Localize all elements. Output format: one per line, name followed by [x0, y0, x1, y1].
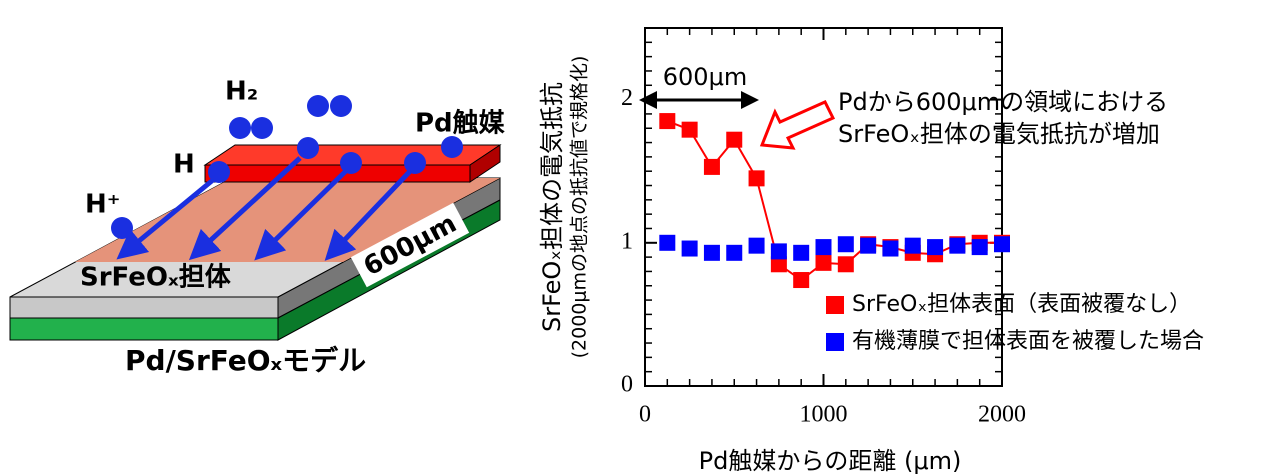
data-point	[659, 234, 676, 251]
data-point	[703, 158, 720, 175]
h2-label: H₂	[225, 77, 258, 107]
data-point	[726, 244, 743, 261]
hydrogen-atoms	[111, 95, 463, 239]
pd-side	[469, 144, 501, 183]
data-point	[770, 243, 787, 260]
pink-region	[75, 178, 500, 262]
y-tick-label: 2	[621, 85, 633, 111]
slab-front-green	[9, 317, 279, 341]
model-label: Pd/SrFeOₓモデル	[125, 344, 366, 377]
data-point	[837, 256, 854, 273]
atom	[208, 161, 230, 183]
data-point	[726, 131, 743, 148]
data-point	[748, 237, 765, 254]
atom	[251, 117, 273, 139]
annotation: SrFeOₓ担体の電気抵抗が増加	[838, 120, 1160, 148]
slab-front-gray	[9, 296, 279, 319]
data-point	[793, 272, 810, 289]
atom	[111, 217, 133, 239]
legend-label: 有機薄膜で担体表面を被覆した場合	[852, 329, 1204, 354]
h-label: H	[173, 150, 195, 180]
support-label: SrFeOₓ担体	[80, 263, 232, 293]
arrow	[324, 164, 417, 261]
atom	[340, 152, 362, 174]
data-point	[748, 170, 765, 187]
data-point	[793, 244, 810, 261]
data-point	[949, 237, 966, 254]
atom	[441, 136, 463, 158]
atom	[297, 137, 319, 159]
x-axis-label: Pd触媒からの距離 (μm)	[699, 447, 962, 475]
arrow	[116, 173, 221, 260]
data-point	[703, 244, 720, 261]
data-point	[770, 256, 787, 273]
x-tick-label: 2000	[978, 402, 1026, 428]
atom	[229, 117, 251, 139]
arrow	[254, 164, 353, 261]
annotation: Pdから600μmの領域における	[838, 88, 1168, 116]
y-tick-label: 0	[621, 372, 633, 398]
data-point	[837, 236, 854, 253]
arrow	[188, 156, 302, 261]
width-bg	[350, 202, 470, 288]
y-tick-label: 1	[621, 228, 633, 254]
data-point	[815, 239, 832, 256]
data-point	[681, 240, 698, 257]
legend-swatch	[826, 296, 844, 314]
legend-swatch	[826, 333, 844, 351]
data-point	[681, 121, 698, 138]
data-point	[860, 237, 877, 254]
data-point	[659, 113, 676, 130]
atom	[307, 95, 329, 117]
x-tick-label: 1000	[800, 402, 848, 428]
data-point	[882, 240, 899, 257]
data-point	[904, 237, 921, 254]
x-tick-label: 0	[639, 402, 651, 428]
data-point	[994, 236, 1010, 253]
series-line	[666, 120, 1002, 282]
hollow-arrow	[759, 100, 836, 150]
data-point	[927, 239, 944, 256]
data-point	[815, 254, 832, 271]
legend-label: SrFeOₓ担体表面（表面被覆なし）	[852, 292, 1191, 317]
atom	[330, 95, 352, 117]
hplus-label: H⁺	[85, 190, 120, 220]
range-label: 600μm	[663, 63, 747, 91]
y-axis-note: (2000μmの地点の抵抗値で規格化)	[569, 56, 591, 359]
proton-arrows	[116, 156, 417, 261]
data-point	[971, 239, 988, 256]
atom	[404, 152, 426, 174]
y-axis-label: SrFeOₓ担体の電気抵抗	[538, 82, 566, 332]
catalyst-label: Pd触媒	[415, 109, 506, 139]
